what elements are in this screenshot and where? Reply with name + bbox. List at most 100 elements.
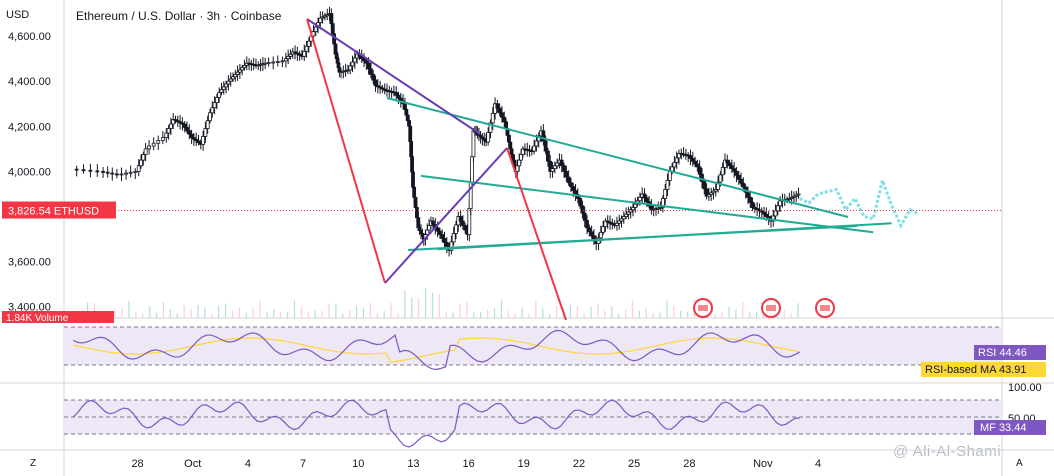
volume-bar [493,307,496,318]
candle-body [723,159,727,168]
auto-scale-button[interactable]: A [1016,458,1023,469]
flag-icon [698,305,708,311]
flag-icon [766,305,776,311]
zoom-corner-button[interactable]: Z [30,458,37,469]
candle-body [171,119,176,125]
rsi-line [72,329,800,370]
candle-body [136,165,141,172]
volume-bar [155,312,158,318]
candle-body [729,165,734,169]
candle-body [226,80,231,85]
volume-bar [742,301,744,318]
candle-body [663,189,668,199]
candle-body [74,168,79,171]
x-tick-label: 7 [300,458,306,470]
x-tick-label: 19 [518,458,530,470]
candle-body [128,171,133,174]
mf-label: MF 33.44 [980,422,1026,434]
volume-bar [404,290,406,318]
red-drop-line [306,18,386,284]
candle-body [271,61,276,64]
candle-body [725,159,730,164]
candle-body [601,226,606,233]
candle-body [427,225,431,231]
volume-bar [487,309,489,318]
candle-body [182,123,187,128]
candle-body [431,220,435,225]
candle-body [610,222,615,225]
candle-body [124,172,128,175]
x-tick-label: 4 [245,458,251,470]
candle-body [293,51,297,54]
candle-body [169,123,173,129]
volume-bar [576,306,578,318]
volume-bar [438,294,440,318]
volume-bar [535,301,537,318]
candle-body [275,61,280,63]
volume-bar [693,310,696,318]
volume-bar [397,313,399,318]
volume-bar [335,303,337,318]
candle-body [187,130,192,135]
candle-body [240,67,245,71]
volume-bar [445,311,447,318]
candle-body [185,127,189,132]
volume-bar [790,313,792,318]
triangle-upper-line [420,174,874,234]
candle-body [578,198,583,207]
volume-bar [86,302,89,318]
candle-body [739,178,743,184]
candle-body [697,166,702,175]
x-tick-label: 28 [131,458,143,470]
candle-body [88,169,93,172]
volume-bar [583,313,585,318]
y-tick-label: 4,000.00 [8,166,51,178]
candle-body [237,69,242,73]
flag-icon [820,305,830,311]
volume-bar [224,303,227,318]
candle-body [617,220,622,224]
volume-bar [783,309,785,318]
volume-bar [135,311,137,318]
candle-body [787,198,792,200]
wedge-upper-line [386,97,849,218]
candle-body [458,216,463,222]
volume-bar [528,313,530,318]
candle-body [534,140,539,147]
volume-bar [500,300,503,318]
candle-body [587,227,592,233]
candle-body [297,53,302,56]
candle-body [156,139,161,144]
volume-bar [204,307,206,318]
volume-bar [259,300,261,318]
candle-body [373,79,378,87]
volume-bar [631,300,634,318]
volume-bar [459,303,461,318]
candle-body [548,160,553,172]
candle-body [638,196,642,202]
mf-line [72,399,800,448]
volume-bar [383,310,385,318]
candle-body [517,159,522,167]
candle-body [81,169,86,172]
volume-bar [314,310,316,318]
candle-body [110,172,115,175]
volume-bar [183,304,185,318]
volume-bar [218,305,220,318]
volume-bar [604,310,606,318]
candle-body [295,52,300,55]
candle-body [748,196,753,203]
candle-body [147,145,151,150]
volume-bar [121,306,123,318]
candle-body [608,221,612,224]
candle-body [119,173,124,176]
candle-body [674,157,679,163]
candle-body [369,68,373,75]
candle-body [175,120,180,123]
volume-bar [569,305,571,318]
candle-body [378,86,383,89]
volume-bar [342,313,344,318]
candle-body [541,130,546,142]
candle-body [266,62,271,64]
